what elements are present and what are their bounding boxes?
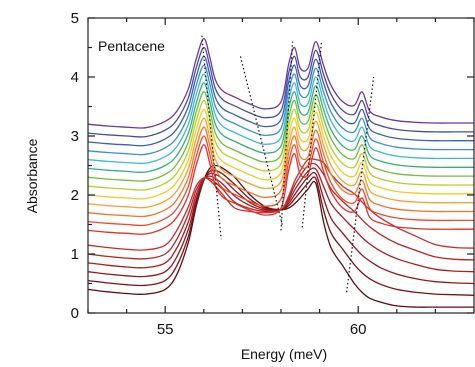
y-axis-label: Absorbance [24, 138, 40, 213]
y-tick-label: 4 [71, 69, 79, 86]
series-line-19 [87, 37, 474, 129]
series-line-9 [87, 126, 474, 218]
x-tick-label: 55 [157, 321, 174, 338]
series-line-10 [87, 117, 474, 209]
series-line-13 [87, 91, 474, 182]
x-tick-label: 60 [350, 321, 367, 338]
series-line-2 [87, 169, 475, 296]
y-tick-label: 3 [71, 128, 79, 145]
series-line-14 [87, 82, 474, 174]
y-tick-label: 5 [71, 10, 79, 27]
series-line-6 [87, 157, 475, 251]
y-tick-label: 1 [71, 246, 79, 263]
series-layer [87, 37, 475, 308]
series-line-12 [87, 99, 474, 191]
series-line-8 [87, 135, 474, 227]
series-line-1 [87, 164, 474, 308]
series-line-7 [87, 144, 474, 235]
series-line-4 [87, 167, 475, 273]
ticks-layer: 55 60 0 1 2 3 4 5 [71, 10, 475, 338]
guide-line-2 [239, 56, 284, 228]
series-line-18 [87, 46, 474, 138]
chart-annotation: Pentacene [98, 38, 165, 54]
guide-line-5 [346, 76, 375, 293]
series-line-5 [87, 162, 475, 261]
guide-lines-layer [201, 35, 375, 293]
plot-frame [87, 17, 475, 314]
series-line-17 [87, 55, 474, 147]
y-tick-label: 2 [71, 187, 79, 204]
series-line-3 [87, 171, 475, 285]
series-line-15 [87, 73, 474, 165]
series-line-16 [87, 64, 474, 156]
series-line-11 [87, 108, 474, 200]
guide-line-4 [301, 41, 323, 228]
y-tick-label: 0 [71, 305, 79, 322]
x-axis-label: Energy (meV) [241, 346, 327, 362]
